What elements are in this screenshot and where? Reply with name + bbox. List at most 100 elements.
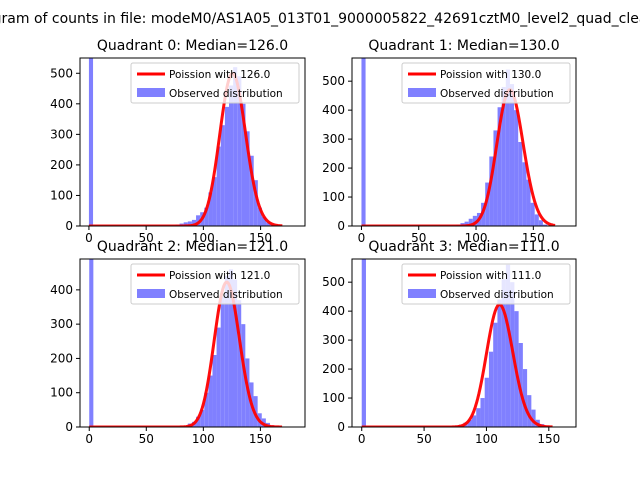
histogram-bar	[224, 276, 229, 427]
y-tick-label: 300	[322, 333, 345, 347]
legend: Poission with 121.0 Observed distribution	[130, 263, 300, 305]
legend: Poission with 111.0 Observed distribution	[401, 263, 571, 305]
histogram-bar	[468, 218, 473, 226]
histogram-bar	[526, 179, 531, 226]
axes-frame	[79, 258, 306, 428]
y-tick-label: 400	[50, 283, 73, 297]
subplot-title: Quadrant 3: Median=111.0	[368, 239, 559, 255]
x-tick-label: 50	[416, 432, 431, 446]
subplot-quadrant-3: 0 50 100 150 0 100 200 300 400 500 Quadrant 3: Med…	[322, 239, 577, 446]
histogram-bar	[480, 398, 485, 427]
histogram-bar	[89, 259, 94, 427]
x-tick-label: 0	[358, 432, 366, 446]
x-tick-label: 100	[475, 432, 498, 446]
histogram-bar	[472, 215, 477, 226]
legend-box	[130, 62, 300, 104]
y-tick-label: 100	[50, 188, 73, 202]
subplot-title: Quadrant 0: Median=126.0	[97, 38, 288, 54]
legend-hist-swatch	[137, 289, 165, 298]
y-tick-label: 0	[337, 420, 345, 434]
subplot-title: Quadrant 2: Median=121.0	[97, 239, 288, 255]
histogram-bar	[233, 279, 238, 427]
histogram-bar	[204, 207, 209, 226]
legend-fit-label: Poission with 130.0	[440, 69, 541, 81]
histogram-bar	[527, 395, 532, 427]
legend: Poission with 130.0 Observed distribution	[401, 62, 571, 104]
plot-area	[88, 259, 283, 427]
figure-suptitle: Histogram of counts in file: modeM0/AS1A…	[0, 11, 640, 27]
histogram-bar	[216, 327, 221, 427]
y-tick-label: 0	[65, 420, 73, 434]
histogram-bar	[266, 222, 271, 226]
histogram-bar	[534, 214, 539, 226]
histogram-bar	[224, 106, 230, 226]
subplot-quadrant-2: 0 50 100 150 0 100 200 300 400 Quadrant 2: Median…	[50, 239, 306, 446]
legend-hist-label: Observed distribution	[169, 88, 283, 100]
histogram-bar	[237, 300, 242, 427]
axes-frame	[351, 57, 577, 227]
y-tick-label: 100	[322, 391, 345, 405]
histogram-bar	[542, 224, 548, 226]
x-tick-label: 150	[522, 231, 545, 245]
histogram-bar	[220, 296, 225, 427]
histogram-bar	[257, 207, 262, 226]
x-tick-label: 100	[465, 231, 488, 245]
histogram-bar	[530, 202, 535, 226]
x-tick-label: 50	[139, 231, 154, 245]
histogram-bar	[464, 221, 469, 226]
axes-frame	[351, 258, 577, 428]
x-tick-label: 150	[249, 231, 272, 245]
histogram-bar	[501, 86, 506, 226]
histogram-bar	[241, 324, 246, 427]
histogram-bar	[497, 299, 502, 427]
histogram-bar	[212, 355, 217, 427]
histogram-bar	[538, 220, 543, 226]
x-tick-label: 50	[139, 432, 154, 446]
legend-fit-label: Poission with 126.0	[169, 69, 270, 81]
legend-fit-label: Poission with 111.0	[440, 270, 541, 282]
histogram-bar	[253, 180, 258, 226]
subplot-quadrant-1: 0 50 100 150 0 100 200 300 400 500 Quadrant 1: Med…	[322, 38, 577, 245]
x-tick-label: 150	[537, 432, 560, 446]
histogram-bar	[208, 375, 213, 427]
histogram-bar	[237, 76, 242, 226]
histogram-bar	[88, 58, 94, 226]
histogram-bar	[245, 131, 250, 226]
legend: Poission with 126.0 Observed distribution	[130, 62, 300, 104]
x-tick-label: 0	[358, 231, 366, 245]
y-tick-label: 200	[322, 362, 345, 376]
y-tick-label: 100	[322, 190, 345, 204]
legend-hist-label: Observed distribution	[169, 289, 283, 301]
histogram-bar	[241, 103, 246, 226]
histogram-bar	[489, 156, 494, 226]
axes-frame	[79, 57, 306, 227]
legend-box	[130, 263, 300, 305]
histogram-bar	[505, 264, 511, 427]
y-tick-label: 300	[50, 317, 73, 331]
y-tick-label: 200	[50, 351, 73, 365]
y-tick-label: 0	[337, 219, 345, 233]
histogram-bar	[191, 219, 197, 226]
y-tick-label: 500	[50, 66, 73, 80]
histogram-bar	[488, 351, 494, 427]
histogram-bar	[471, 415, 477, 427]
legend-hist-swatch	[137, 88, 165, 97]
x-tick-label: 100	[192, 231, 215, 245]
histogram-bar	[183, 222, 188, 226]
legend-hist-swatch	[408, 88, 436, 97]
y-tick-label: 200	[50, 158, 73, 172]
y-tick-label: 500	[322, 74, 345, 88]
histogram-bar	[249, 155, 254, 226]
legend-hist-label: Observed distribution	[440, 88, 554, 100]
y-tick-label: 500	[322, 275, 345, 289]
histogram-bar	[216, 146, 221, 226]
y-tick-label: 100	[50, 386, 73, 400]
histogram-bar	[493, 322, 498, 427]
histogram-bar	[485, 182, 490, 226]
legend-fit-label: Poission with 121.0	[169, 270, 270, 282]
histogram-bar	[361, 259, 366, 427]
histogram-bar	[522, 369, 528, 427]
histogram-bar	[204, 392, 209, 427]
histogram-bar	[505, 69, 510, 226]
